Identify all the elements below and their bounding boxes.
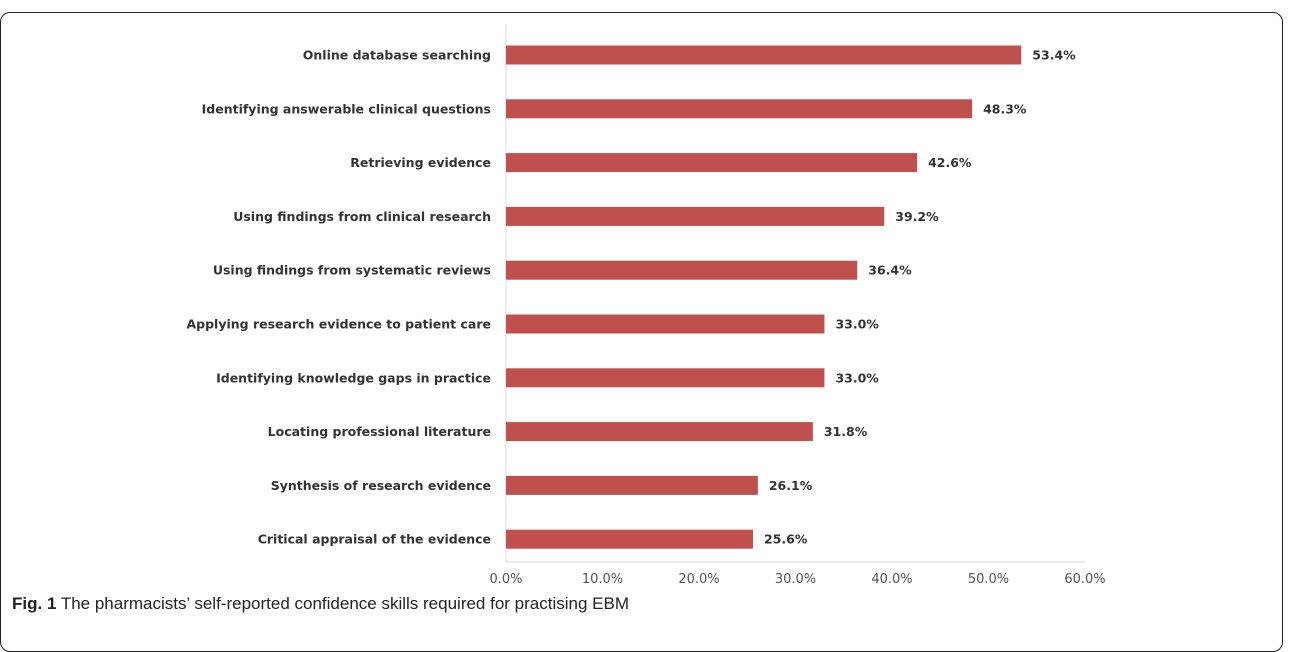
category-label: Using findings from systematic reviews xyxy=(213,263,491,278)
bar xyxy=(506,529,754,549)
category-label: Using findings from clinical research xyxy=(233,209,491,224)
category-label: Applying research evidence to patient ca… xyxy=(186,317,491,332)
x-tick-label: 60.0% xyxy=(1064,572,1105,587)
category-label: Retrieving evidence xyxy=(350,155,491,170)
x-tick-label: 10.0% xyxy=(582,572,623,587)
data-label: 26.1% xyxy=(769,478,813,493)
bar-chart: Online database searching Identifying ans… xyxy=(186,24,1106,587)
figure-caption-text: The pharmacists’ self-reported confidenc… xyxy=(60,594,629,613)
data-label: 36.4% xyxy=(868,263,912,278)
category-label: Locating professional literature xyxy=(268,424,491,439)
category-label: Identifying knowledge gaps in practice xyxy=(216,370,491,385)
category-label: Online database searching xyxy=(303,48,491,63)
data-label: 33.0% xyxy=(835,317,879,332)
x-tick-label: 50.0% xyxy=(968,572,1009,587)
chart-bars xyxy=(506,45,1022,549)
data-label: 39.2% xyxy=(895,209,939,224)
data-label: 31.8% xyxy=(824,424,868,439)
figure-label: Fig. 1 xyxy=(12,594,57,613)
category-labels: Online database searching Identifying ans… xyxy=(186,48,491,547)
figure-caption: Fig. 1 The pharmacists’ self-reported co… xyxy=(12,594,629,614)
category-label: Critical appraisal of the evidence xyxy=(258,532,491,547)
x-tick-label: 40.0% xyxy=(871,572,912,587)
x-tick-label: 30.0% xyxy=(775,572,816,587)
data-label: 33.0% xyxy=(835,370,879,385)
x-tick-label: 20.0% xyxy=(678,572,719,587)
value-labels: 53.4% 48.3% 42.6% 39.2% 36.4% 33.0% 33.0% 31.8%… xyxy=(764,48,1076,547)
bar xyxy=(506,260,858,280)
bar xyxy=(506,314,825,334)
bar xyxy=(506,422,813,442)
data-label: 25.6% xyxy=(764,532,808,547)
data-label: 42.6% xyxy=(928,155,972,170)
bar xyxy=(506,45,1022,65)
data-label: 53.4% xyxy=(1032,48,1076,63)
category-label: Synthesis of research evidence xyxy=(271,478,491,493)
data-label: 48.3% xyxy=(983,101,1027,116)
bar xyxy=(506,206,885,226)
bar xyxy=(506,153,918,173)
bar xyxy=(506,368,825,388)
x-tick-label: 0.0% xyxy=(489,572,522,587)
bar xyxy=(506,475,758,495)
x-tick-labels: 0.0% 10.0% 20.0% 30.0% 40.0% 50.0% 60.0% xyxy=(489,572,1105,587)
category-label: Identifying answerable clinical question… xyxy=(202,101,491,116)
bar xyxy=(506,99,973,119)
